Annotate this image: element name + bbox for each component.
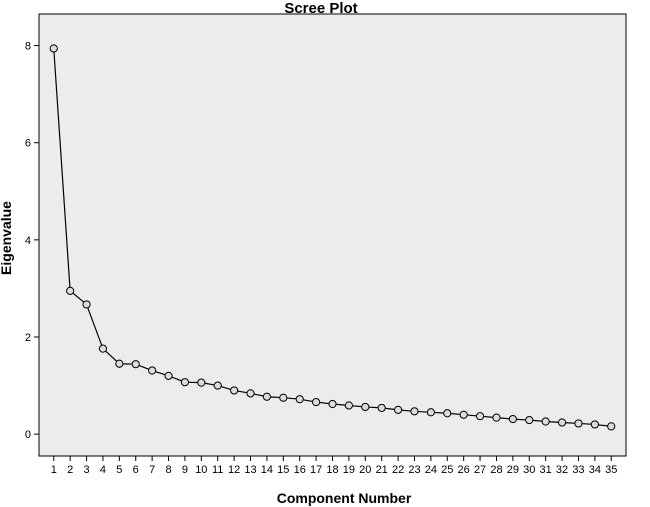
x-axis-label: Component Number [277,490,412,506]
x-tick-label: 2 [67,464,73,476]
data-point [180,378,190,387]
x-tick-label: 15 [277,464,289,476]
x-tick-label: 3 [83,464,89,476]
data-point [131,360,140,369]
data-point [279,393,288,402]
x-tick-label: 11 [212,464,223,476]
data-point [607,422,616,431]
y-tick-label: 2 [25,332,31,344]
x-tick-label: 21 [376,464,388,476]
data-point [295,395,304,404]
x-tick-label: 25 [441,464,453,476]
data-points [49,44,616,431]
data-point [426,408,435,417]
x-tick-label: 13 [244,464,256,476]
x-tick-label: 26 [458,464,470,476]
data-point [98,344,108,353]
x-tick-label: 17 [310,464,322,476]
x-tick-label: 27 [474,464,486,476]
x-tick-label: 29 [507,464,519,476]
x-tick-label: 20 [359,464,371,476]
data-point [246,389,255,398]
x-tick-label: 19 [343,464,355,476]
x-tick-label: 24 [425,464,437,476]
data-point [557,418,567,427]
data-point [508,414,517,424]
data-point [164,371,173,380]
data-point [82,300,91,309]
y-axis: 0 2 4 6 8 [25,41,39,441]
data-point [328,399,337,409]
data-point [361,402,370,412]
data-point [230,386,239,395]
data-point [115,359,124,368]
data-point [574,419,583,428]
x-tick-label: 16 [294,464,306,476]
x-tick-label: 33 [572,464,584,476]
x-tick-label: 34 [589,464,601,476]
data-point [197,378,206,387]
x-tick-label: 7 [149,464,155,476]
x-tick-label: 10 [195,464,207,476]
x-tick-label: 12 [228,464,240,476]
data-point [590,420,599,429]
x-tick-label: 22 [392,464,404,476]
data-point [377,403,386,413]
data-point [312,397,321,407]
data-point [525,415,534,425]
data-point [213,381,222,390]
data-point [459,410,468,419]
x-tick-label: 8 [165,464,171,476]
y-tick-label: 0 [25,429,31,441]
x-tick-label: 28 [490,464,502,476]
x-axis: 1 2 3 4 5 6 7 8 9 10 11 12 13 14 15 16 17 18 19 20 21 22 23 24 2… [51,456,617,476]
x-tick-label: 1 [51,464,57,476]
data-point [492,413,501,422]
data-point [262,392,272,401]
x-tick-label: 5 [116,464,122,476]
data-point [475,412,485,421]
x-tick-label: 31 [540,464,552,476]
x-tick-label: 9 [182,464,188,476]
y-tick-label: 6 [25,138,31,150]
data-point [344,401,353,410]
chart-title: Scree Plot [284,0,357,17]
data-point [410,407,419,416]
data-point [148,366,157,375]
x-tick-label: 32 [556,464,568,476]
x-tick-label: 18 [326,464,338,476]
plot-area [38,13,627,457]
data-point [443,409,452,418]
y-axis-label: Eigenvalue [0,201,14,275]
y-tick-label: 4 [25,235,31,247]
y-tick-label: 8 [25,41,31,53]
x-tick-label: 14 [261,464,273,476]
x-tick-label: 35 [605,464,617,476]
x-tick-label: 4 [100,464,106,476]
data-point [66,286,75,295]
data-point [393,405,403,414]
x-tick-label: 6 [133,464,139,476]
x-tick-label: 23 [408,464,420,476]
data-point [541,417,550,426]
x-tick-label: 30 [523,464,535,476]
data-point [49,44,58,53]
